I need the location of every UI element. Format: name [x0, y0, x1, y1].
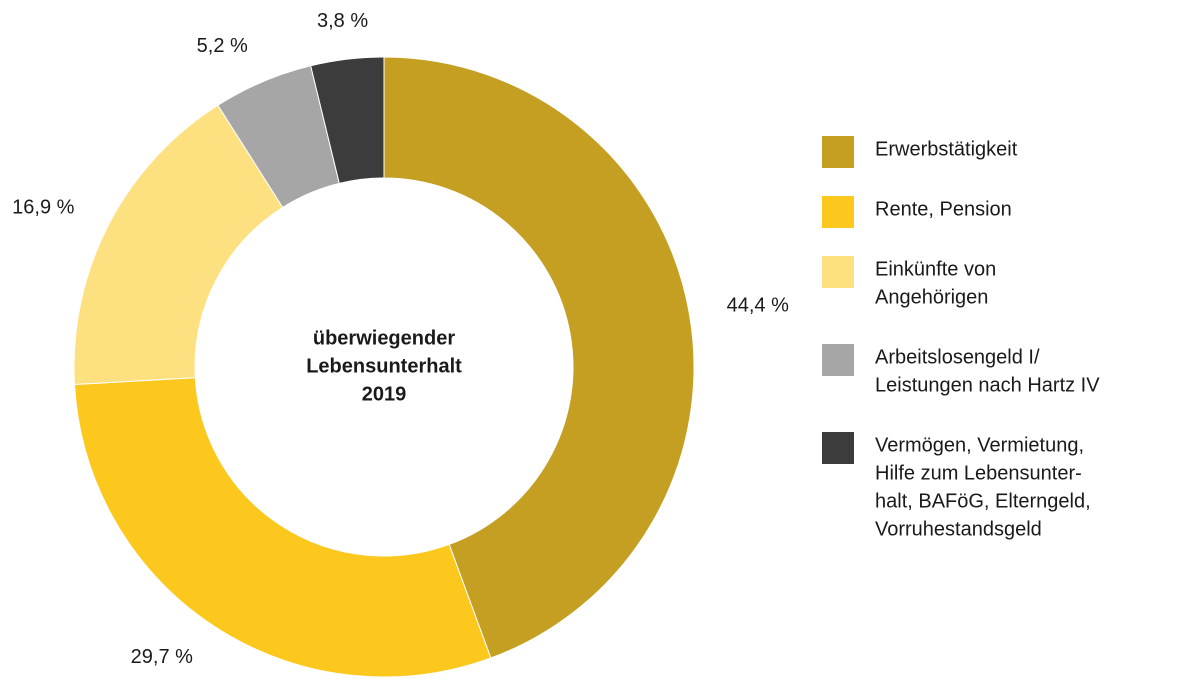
legend-label: Vermögen, Vermietung,	[875, 434, 1084, 456]
legend-label: Angehörigen	[875, 286, 988, 308]
legend-label: halt, BAFöG, Elterngeld,	[875, 490, 1091, 512]
center-label: Lebensunterhalt	[306, 355, 462, 377]
value-label: 16,9 %	[12, 196, 74, 218]
legend-swatch	[822, 432, 854, 464]
legend-label: Einkünfte von	[875, 258, 996, 280]
legend-swatch	[822, 196, 854, 228]
legend-swatch	[822, 136, 854, 168]
donut-segment	[383, 56, 695, 659]
value-label: 5,2 %	[197, 35, 248, 57]
legend-label: Leistungen nach Hartz IV	[875, 374, 1100, 396]
legend-label: Arbeitslosengeld I/	[875, 346, 1040, 368]
value-label: 44,4 %	[727, 294, 789, 316]
donut-segment	[310, 56, 385, 184]
center-label: 2019	[362, 383, 407, 405]
center-label: überwiegender	[313, 327, 455, 349]
donut-segment	[73, 104, 284, 386]
legend-label: Vorruhestandsgeld	[875, 518, 1042, 540]
donut-segment	[73, 377, 492, 678]
legend-label: Rente, Pension	[875, 198, 1012, 220]
value-label: 3,8 %	[317, 10, 368, 32]
legend-label: Hilfe zum Lebensunter-	[875, 462, 1082, 484]
legend-swatch	[822, 344, 854, 376]
value-label: 29,7 %	[131, 646, 193, 668]
legend-swatch	[822, 256, 854, 288]
legend-label: Erwerbstätigkeit	[875, 138, 1018, 160]
